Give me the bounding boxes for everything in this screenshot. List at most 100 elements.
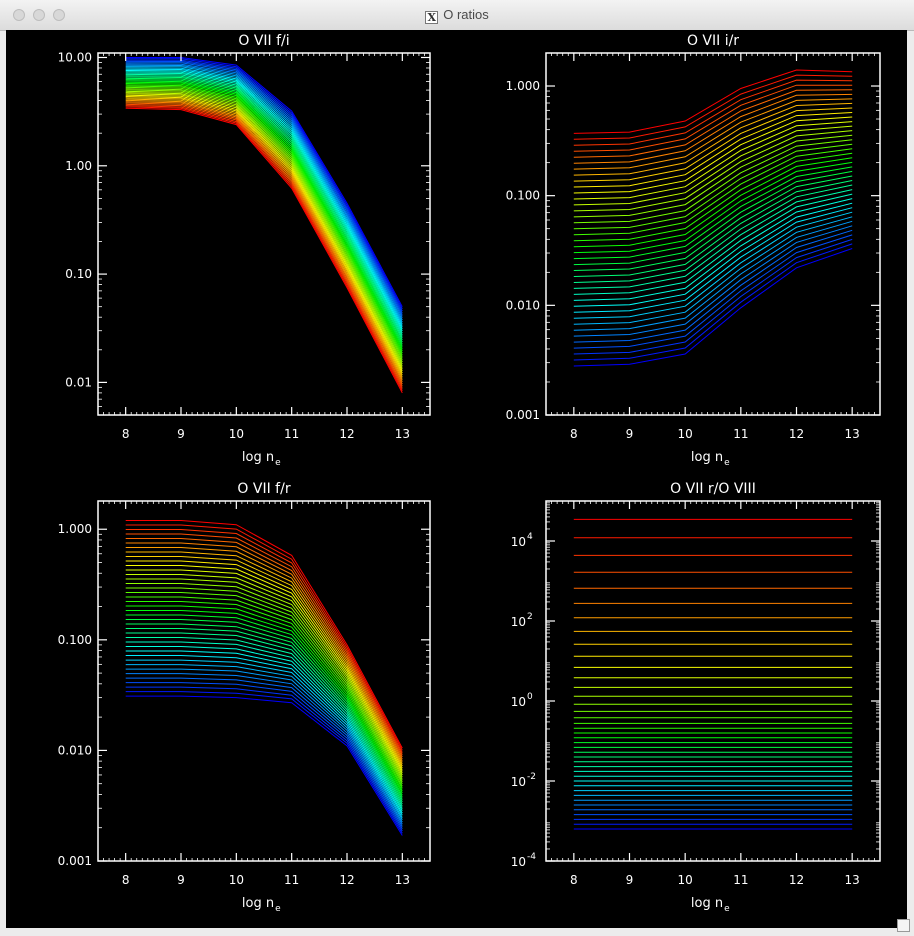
- series-line: [125, 556, 403, 767]
- window-title: O ratios: [443, 7, 489, 22]
- series-line: [125, 601, 403, 789]
- y-tick-label: 0.100: [506, 189, 540, 203]
- x-tick-label: 13: [845, 427, 860, 441]
- series-line: [125, 592, 403, 785]
- x-tick-label: 8: [570, 873, 578, 887]
- series-line: [573, 216, 853, 325]
- series-line: [125, 659, 403, 818]
- series-line: [573, 79, 853, 146]
- series-line: [125, 67, 403, 325]
- series-line: [125, 64, 403, 321]
- series-line: [125, 97, 403, 376]
- series-line: [573, 157, 853, 248]
- series-line: [125, 569, 403, 773]
- series-line: [573, 69, 853, 134]
- series-line: [125, 646, 403, 812]
- series-line: [125, 551, 403, 765]
- series-line: [125, 583, 403, 780]
- series-line: [125, 587, 403, 782]
- series-line: [573, 121, 853, 200]
- series-line: [573, 152, 853, 242]
- x-tick-label: 12: [339, 427, 354, 441]
- x-tick-label: 13: [395, 873, 410, 887]
- series-line: [125, 81, 403, 349]
- series-line: [125, 77, 403, 343]
- x-tick-label: 12: [789, 873, 804, 887]
- series-line: [125, 71, 403, 332]
- series-line: [573, 139, 853, 224]
- series-line: [125, 79, 403, 345]
- x-tick-label: 11: [733, 873, 748, 887]
- series-line: [125, 90, 403, 365]
- x-tick-label: 9: [177, 427, 185, 441]
- x-tick-label: 12: [789, 427, 804, 441]
- y-tick-label: 10: [511, 855, 526, 869]
- series-line: [125, 673, 403, 825]
- series-line: [573, 189, 853, 289]
- series-line: [125, 66, 403, 323]
- series-line: [125, 84, 403, 354]
- y-tick-label: 0.100: [58, 633, 92, 647]
- series-line: [125, 57, 403, 307]
- series-line: [573, 184, 853, 283]
- chart-title: O VII f/i: [238, 33, 289, 49]
- x-tick-label: 11: [284, 873, 299, 887]
- series-line: [125, 73, 403, 336]
- series-line: [125, 103, 403, 387]
- series-line: [125, 529, 403, 753]
- series-line: [573, 225, 853, 337]
- y-tick-label: 10.00: [58, 50, 92, 64]
- x-tick-label: 8: [122, 873, 130, 887]
- x-tick-label: 13: [395, 427, 410, 441]
- series-line: [125, 628, 403, 803]
- x-tick-label: 9: [626, 873, 634, 887]
- chart-title: O VII r/O VIII: [670, 481, 756, 497]
- series-line: [125, 58, 403, 310]
- series-line: [125, 650, 403, 814]
- x-tick-label: 8: [570, 427, 578, 441]
- series-line: [573, 198, 853, 301]
- series-line: [573, 98, 853, 170]
- y-tick-exponent: -4: [527, 852, 536, 862]
- series-line: [573, 112, 853, 188]
- series-line: [573, 89, 853, 158]
- series-line: [573, 130, 853, 212]
- series-line: [125, 89, 403, 363]
- zoom-button[interactable]: [53, 9, 65, 21]
- x-tick-label: 13: [845, 873, 860, 887]
- series-line: [125, 655, 403, 816]
- y-tick-label: 10: [511, 535, 526, 549]
- y-tick-label: 1.00: [65, 159, 92, 173]
- chart-title: O VII f/r: [237, 481, 290, 497]
- series-line: [125, 682, 403, 830]
- series-line: [573, 116, 853, 194]
- plot-frame: [97, 500, 431, 862]
- series-line: [125, 86, 403, 358]
- series-line: [573, 238, 853, 355]
- series-line: [125, 574, 403, 776]
- x-axis-label-subscript: e: [724, 458, 730, 468]
- resize-grip-icon[interactable]: [897, 919, 910, 932]
- series-line: [125, 664, 403, 821]
- close-button[interactable]: [13, 9, 25, 21]
- series-line: [125, 520, 403, 749]
- series-line: [125, 70, 403, 330]
- series-line: [125, 691, 403, 834]
- chart-1: 8 9 10 11 12 13 0.01 0.10 1.00 10.00 O VII f/i log …: [58, 33, 431, 468]
- series-line: [125, 524, 403, 751]
- x-tick-label: 9: [177, 873, 185, 887]
- series-line: [125, 63, 403, 318]
- series-line: [125, 619, 403, 798]
- x-tick-label: 10: [678, 427, 693, 441]
- x-tick-label: 8: [122, 427, 130, 441]
- y-tick-label: 1.000: [58, 522, 92, 536]
- y-tick-exponent: 0: [527, 692, 533, 702]
- minimize-button[interactable]: [33, 9, 45, 21]
- series-line: [573, 93, 853, 164]
- y-tick-label: 10: [511, 615, 526, 629]
- series-line: [573, 220, 853, 331]
- y-tick-label: 0.01: [65, 375, 92, 389]
- y-tick-label: 0.001: [506, 408, 540, 422]
- x11-icon: X: [425, 11, 439, 24]
- x-axis-label-subscript: e: [275, 904, 281, 914]
